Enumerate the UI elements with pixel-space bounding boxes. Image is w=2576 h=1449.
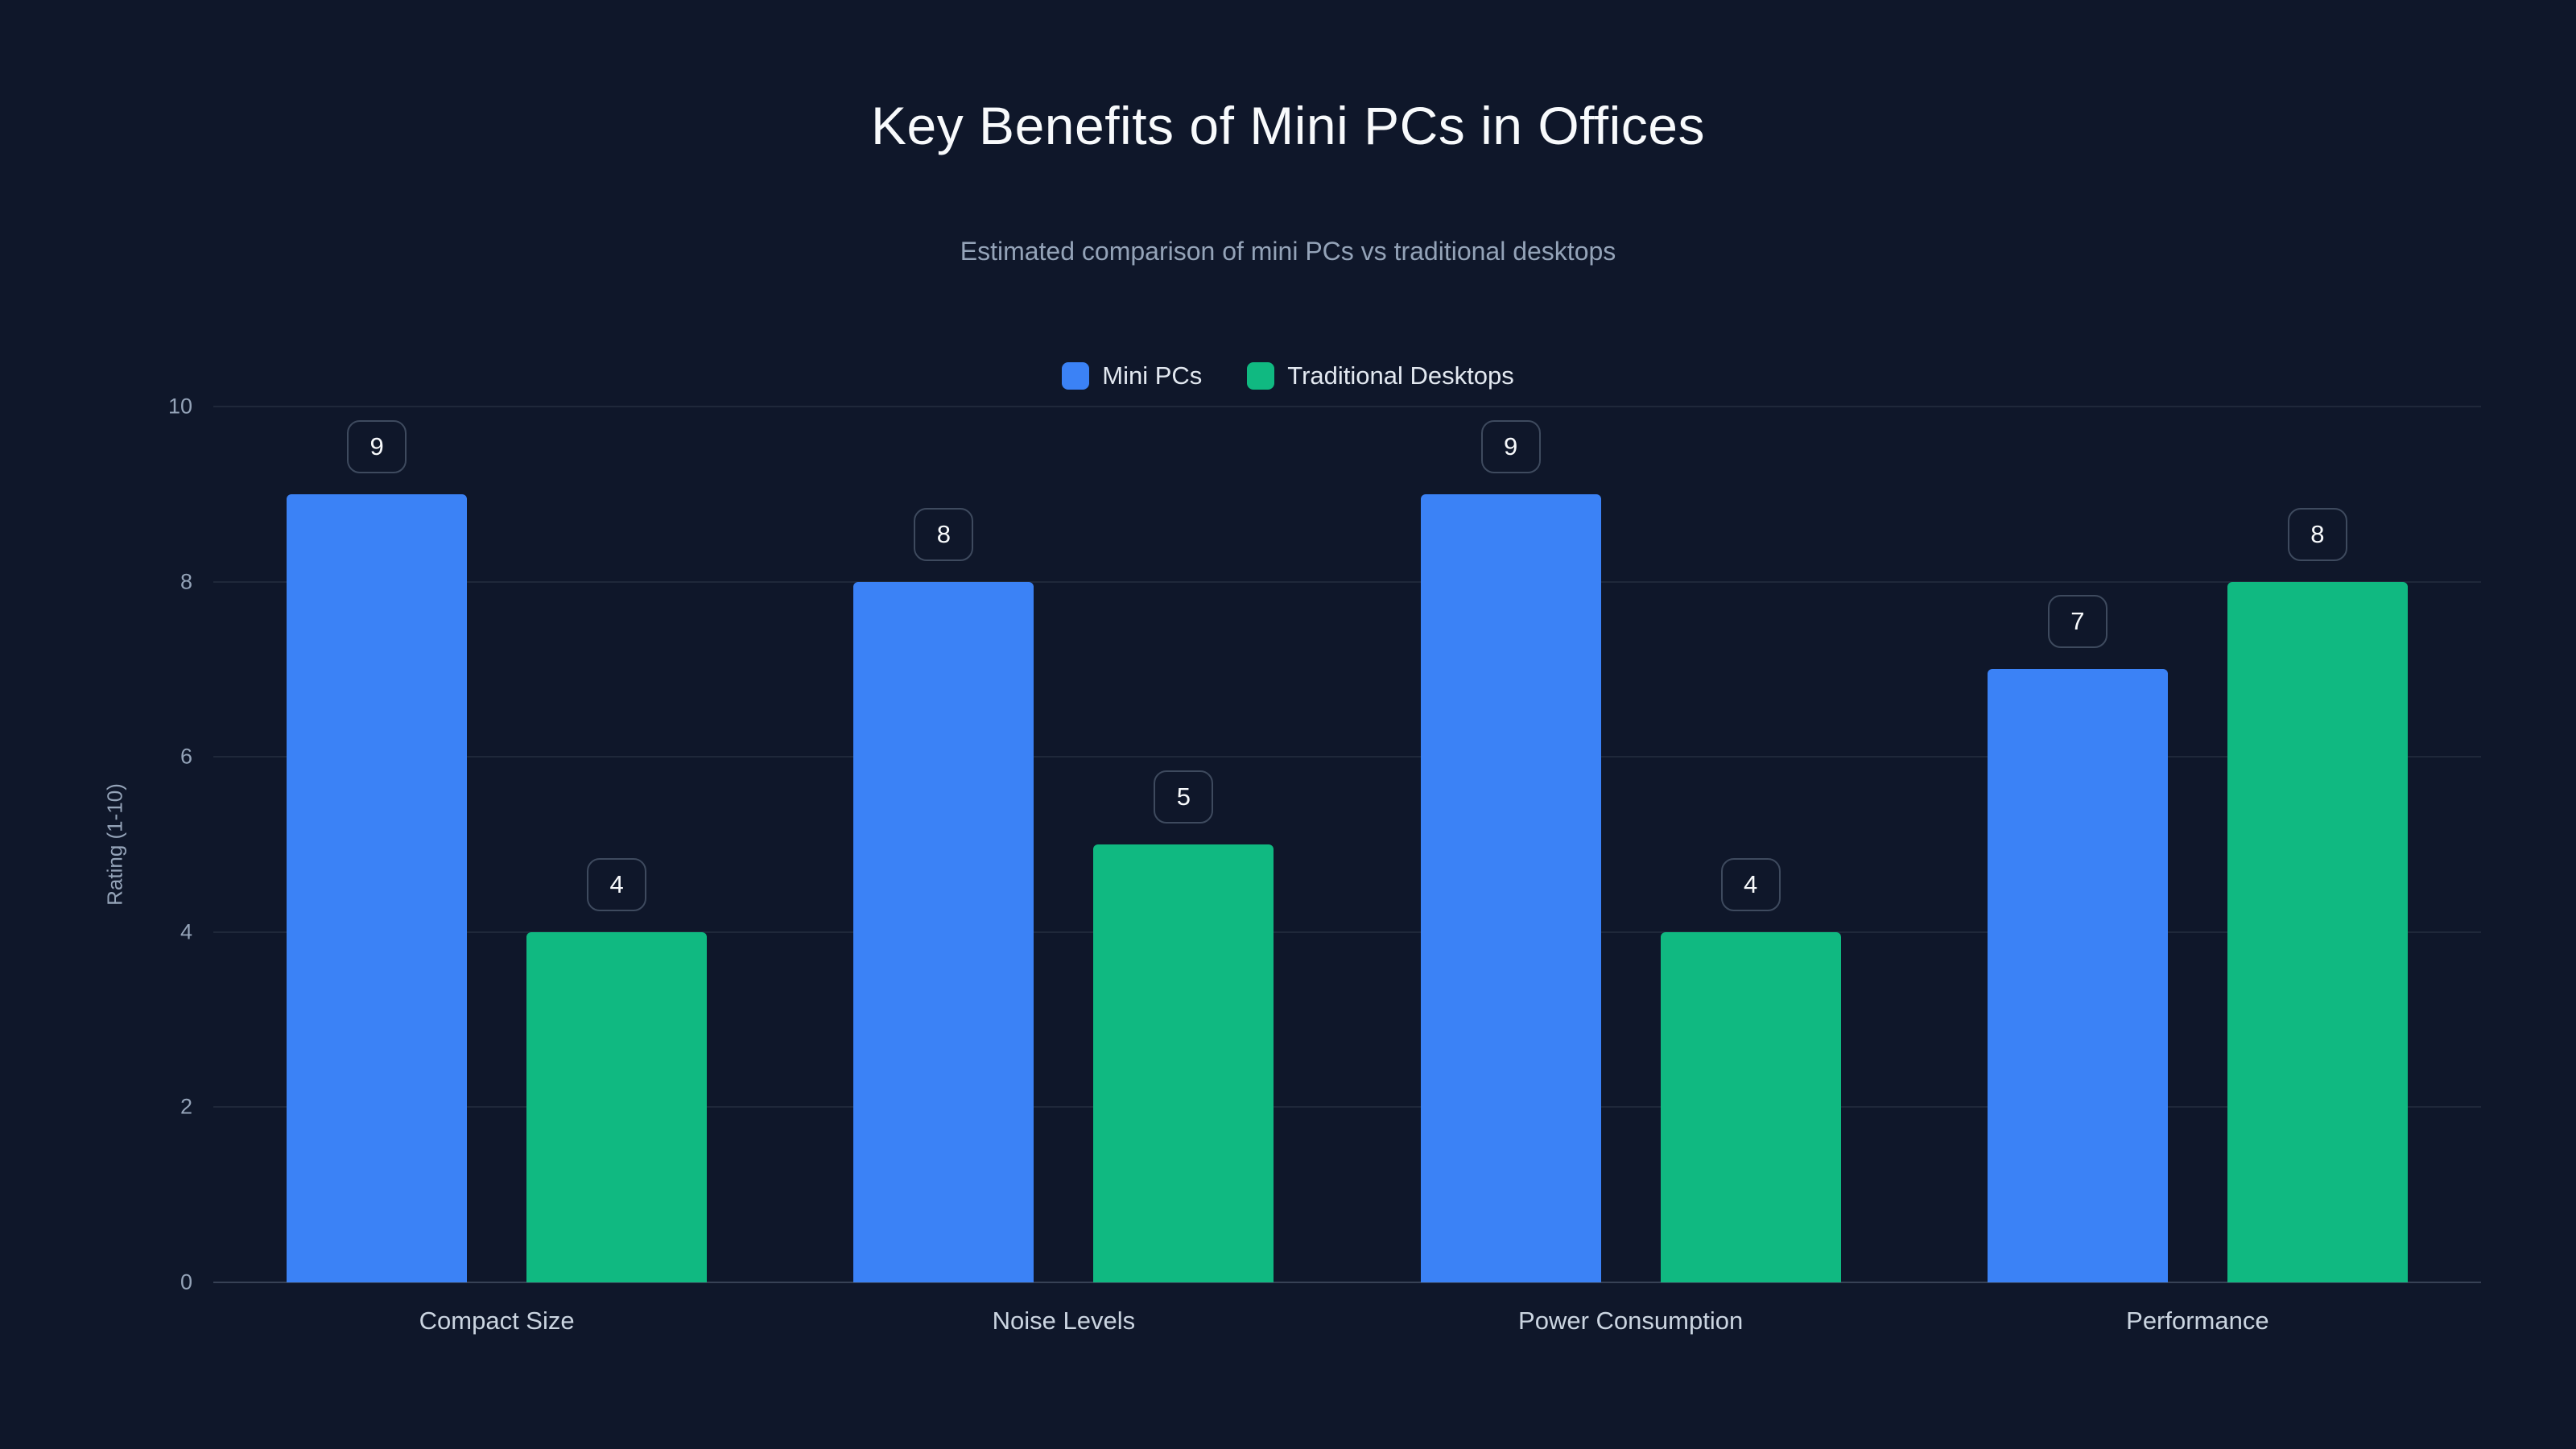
gridline-y-2 xyxy=(213,1106,2481,1108)
value-label-traditional-desktops-compact-size: 4 xyxy=(587,857,647,911)
bar-col-traditional-desktops-power-consumption: 4 xyxy=(1660,407,1841,1282)
value-label-mini-pcs-compact-size: 9 xyxy=(347,419,407,473)
value-label-mini-pcs-noise-levels: 8 xyxy=(914,507,974,561)
bar-mini-pcs-noise-levels xyxy=(853,581,1034,1282)
chart-title: Key Benefits of Mini PCs in Offices xyxy=(870,96,1706,155)
x-axis-labels: Compact Size Noise Levels Power Consumptio… xyxy=(213,1307,2481,1335)
x-category-label-performance: Performance xyxy=(2126,1307,2269,1335)
value-label-traditional-desktops-performance: 8 xyxy=(2287,507,2347,561)
bar-traditional-desktops-compact-size xyxy=(526,931,708,1282)
gridline-y-0 xyxy=(213,1282,2481,1283)
gridline-y-8 xyxy=(213,580,2481,583)
x-category-label-power-consumption: Power Consumption xyxy=(1518,1307,1744,1335)
value-label-traditional-desktops-power-consumption: 4 xyxy=(1720,857,1781,911)
y-tick-label-2: 2 xyxy=(180,1094,192,1119)
bar-col-traditional-desktops-compact-size: 4 xyxy=(526,407,708,1282)
value-label-mini-pcs-performance: 7 xyxy=(2047,595,2107,649)
legend-swatch-mini-pcs xyxy=(1062,362,1090,390)
bar-col-mini-pcs-power-consumption: 9 xyxy=(1420,407,1601,1282)
chart-subtitle: Estimated comparison of mini PCs vs trad… xyxy=(960,237,1616,266)
bar-traditional-desktops-noise-levels xyxy=(1093,844,1274,1282)
chart-canvas: Key Benefits of Mini PCs in Offices Esti… xyxy=(0,95,2576,1449)
legend-swatch-traditional-desktops xyxy=(1247,362,1275,390)
bar-col-mini-pcs-performance: 7 xyxy=(1987,407,2168,1282)
y-tick-label-0: 0 xyxy=(180,1269,192,1294)
y-tick-label-4: 4 xyxy=(180,919,192,944)
bar-col-mini-pcs-compact-size: 9 xyxy=(287,407,468,1282)
legend: Mini PCs Traditional Desktops xyxy=(0,361,2576,390)
gridline-y-6 xyxy=(213,756,2481,758)
y-tick-label-10: 10 xyxy=(167,394,192,419)
bar-mini-pcs-power-consumption xyxy=(1420,493,1601,1282)
legend-item-mini-pcs[interactable]: Mini PCs xyxy=(1062,361,1202,390)
value-label-mini-pcs-power-consumption: 9 xyxy=(1480,419,1541,473)
plot-area: Rating (1-10) 0 2 4 6 8 10 9 4 8 5 9 4 7 8 xyxy=(103,395,2481,1293)
bar-col-traditional-desktops-performance: 8 xyxy=(2227,407,2408,1282)
gridline-y-10 xyxy=(213,406,2481,407)
bar-mini-pcs-compact-size xyxy=(287,493,468,1282)
bar-col-traditional-desktops-noise-levels: 5 xyxy=(1093,407,1274,1282)
gridline-y-4 xyxy=(213,931,2481,933)
legend-label-traditional-desktops: Traditional Desktops xyxy=(1287,361,1514,390)
y-axis-title: Rating (1-10) xyxy=(102,783,127,906)
x-category-label-compact-size: Compact Size xyxy=(419,1307,575,1335)
value-label-traditional-desktops-noise-levels: 5 xyxy=(1154,770,1214,824)
bar-mini-pcs-performance xyxy=(1987,669,2168,1282)
bar-col-mini-pcs-noise-levels: 8 xyxy=(853,407,1034,1282)
y-tick-label-8: 8 xyxy=(180,569,192,594)
bar-traditional-desktops-power-consumption xyxy=(1660,931,1841,1282)
y-tick-label-6: 6 xyxy=(180,744,192,769)
x-category-label-noise-levels: Noise Levels xyxy=(992,1307,1136,1335)
bar-traditional-desktops-performance xyxy=(2227,581,2408,1282)
legend-item-traditional-desktops[interactable]: Traditional Desktops xyxy=(1247,361,1514,390)
legend-label-mini-pcs: Mini PCs xyxy=(1102,361,1203,390)
